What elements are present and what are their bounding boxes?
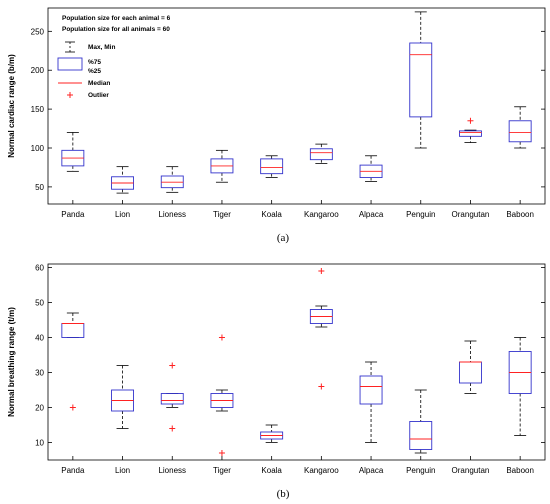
box-kangaroo — [309, 143, 333, 164]
box-iqr — [359, 375, 383, 405]
legend-label-q25: %25 — [88, 68, 101, 75]
legend-outlier-icon — [67, 92, 73, 98]
box-baboon — [508, 106, 532, 149]
box-iqr — [459, 130, 482, 137]
panel-caption: (b) — [277, 488, 290, 500]
y-tick-label: 60 — [35, 264, 44, 273]
box-baboon — [508, 337, 532, 436]
legend-label-median: Median — [88, 80, 110, 87]
outlier-point — [218, 450, 225, 456]
panel-caption: (a) — [277, 232, 290, 244]
x-tick-label: Penguin — [406, 466, 435, 475]
box-iqr — [260, 158, 284, 175]
y-tick-label: 20 — [35, 404, 44, 413]
box-iqr — [409, 421, 433, 450]
x-tick-label: Penguin — [406, 210, 435, 219]
x-tick-label: Lion — [115, 210, 130, 219]
x-tick-label: Koala — [261, 210, 282, 219]
plot-area-2 — [47, 263, 546, 461]
box-lion — [111, 365, 135, 429]
y-tick-label: 150 — [31, 105, 45, 114]
box-orangutan — [459, 129, 482, 143]
box-alpaca — [359, 155, 383, 182]
legend-header-line: Population size for all animals = 60 — [62, 26, 170, 33]
y-tick-label: 50 — [35, 299, 44, 308]
x-tick-label: Orangutan — [452, 210, 490, 219]
box-penguin — [409, 11, 433, 149]
box-panda — [61, 132, 85, 172]
y-axis-label: Normal breathing range (t/m) — [7, 307, 16, 417]
box-iqr — [61, 323, 85, 338]
legend-label-q75: %75 — [88, 59, 101, 66]
box-penguin — [409, 389, 433, 454]
x-tick-label: Panda — [61, 466, 85, 475]
box-kangaroo — [309, 305, 333, 328]
plot-area-1 — [47, 7, 546, 205]
x-tick-label: Lioness — [158, 466, 186, 475]
x-tick-label: Kangaroo — [304, 466, 339, 475]
x-tick-label: Baboon — [506, 466, 534, 475]
y-tick-label: 40 — [35, 334, 44, 343]
x-tick-label: Lioness — [158, 210, 186, 219]
x-tick-label: Koala — [261, 466, 282, 475]
box-iqr — [409, 42, 433, 118]
y-axis-label: Normal cardiac range (b/m) — [7, 54, 16, 158]
x-tick-label: Baboon — [506, 210, 534, 219]
y-tick-label: 100 — [31, 144, 45, 153]
outlier-point — [169, 425, 176, 432]
box-alpaca — [359, 361, 383, 443]
x-tick-label: Lion — [115, 466, 130, 475]
x-tick-label: Panda — [61, 210, 85, 219]
box-iqr — [309, 148, 333, 161]
box-tiger — [210, 149, 234, 183]
outlier-point — [318, 268, 325, 274]
box-koala — [260, 155, 284, 178]
x-tick-label: Kangaroo — [304, 210, 339, 219]
box-lion — [111, 166, 135, 194]
x-tick-label: Tiger — [213, 466, 231, 475]
legend-label-outlier: Outlier — [88, 92, 109, 99]
box-panda — [61, 312, 85, 338]
x-tick-label: Alpaca — [359, 466, 384, 475]
y-tick-label: 200 — [31, 66, 45, 75]
box-iqr — [160, 393, 184, 405]
y-tick-label: 250 — [31, 27, 45, 36]
box-lioness — [160, 393, 184, 408]
box-orangutan — [459, 340, 482, 394]
outlier-point — [169, 362, 176, 369]
box-iqr — [459, 361, 482, 384]
box-iqr — [508, 120, 532, 143]
y-tick-label: 30 — [35, 369, 44, 378]
outlier-point — [318, 383, 325, 390]
x-tick-label: Orangutan — [452, 466, 490, 475]
box-tiger — [210, 389, 234, 412]
outlier-point — [218, 334, 225, 341]
x-tick-label: Tiger — [213, 210, 231, 219]
box-koala — [260, 424, 284, 443]
y-tick-label: 50 — [35, 183, 44, 192]
legend-header-line: Population size for each animal = 6 — [62, 15, 171, 22]
legend-label-max-min: Max, Min — [88, 44, 115, 51]
outlier-point — [467, 117, 474, 124]
legend-box-icon — [57, 57, 83, 71]
outlier-point — [69, 404, 76, 411]
y-tick-label: 10 — [35, 439, 44, 448]
x-tick-label: Alpaca — [359, 210, 384, 219]
box-lioness — [160, 166, 184, 193]
